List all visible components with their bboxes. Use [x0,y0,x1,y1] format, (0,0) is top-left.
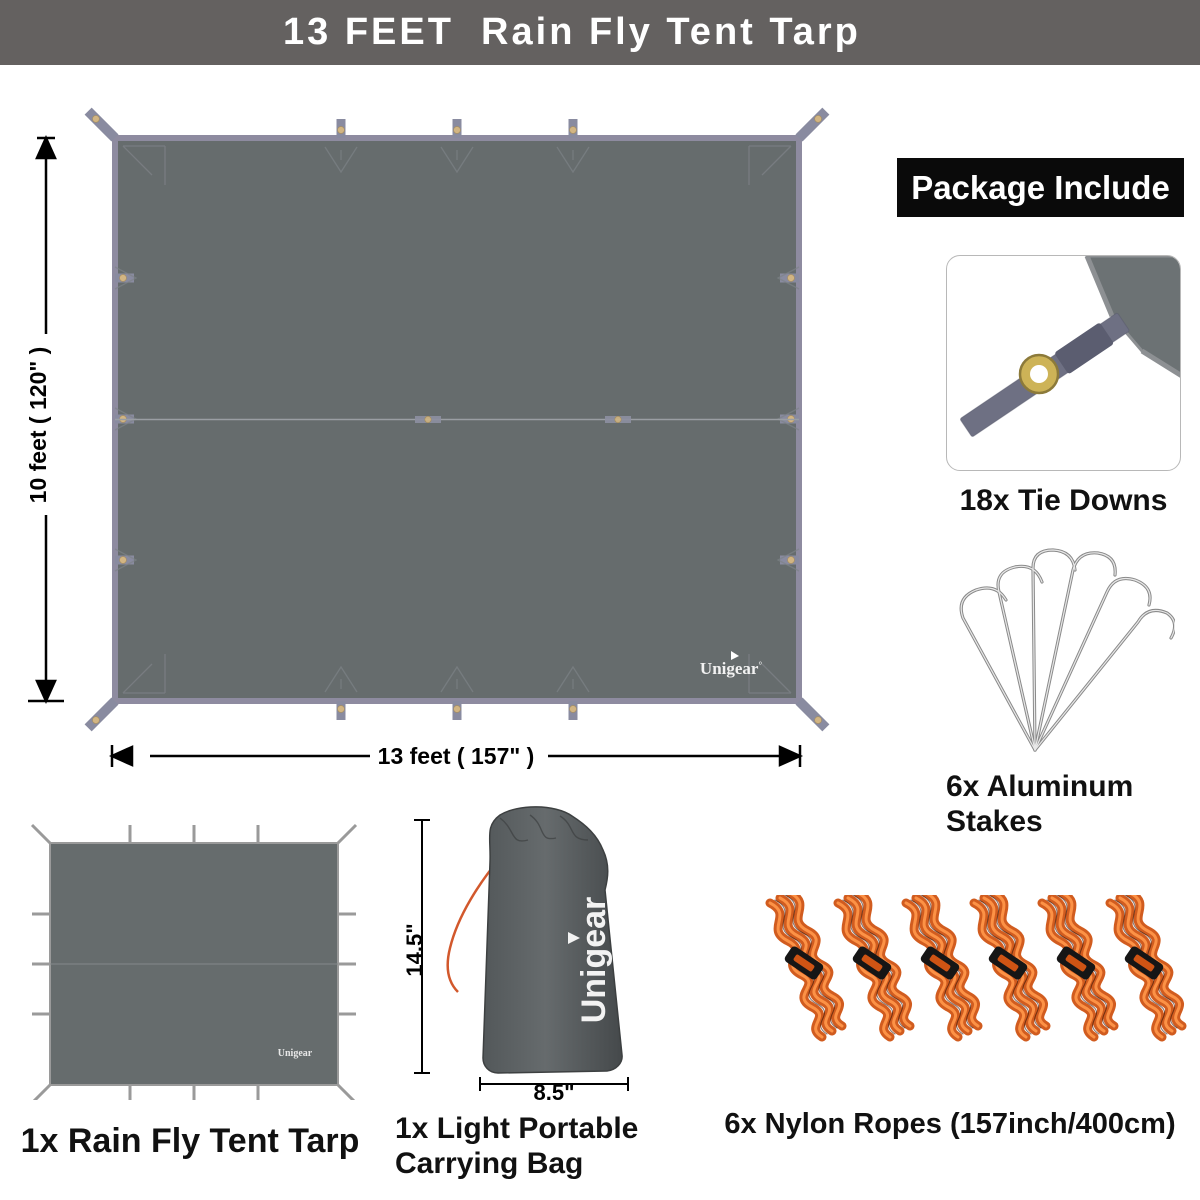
svg-text:10 feet ( 120" ): 10 feet ( 120" ) [25,347,51,504]
svg-text:Unigear°: Unigear° [700,659,763,678]
svg-text:13 feet ( 157" ): 13 feet ( 157" ) [378,743,535,769]
